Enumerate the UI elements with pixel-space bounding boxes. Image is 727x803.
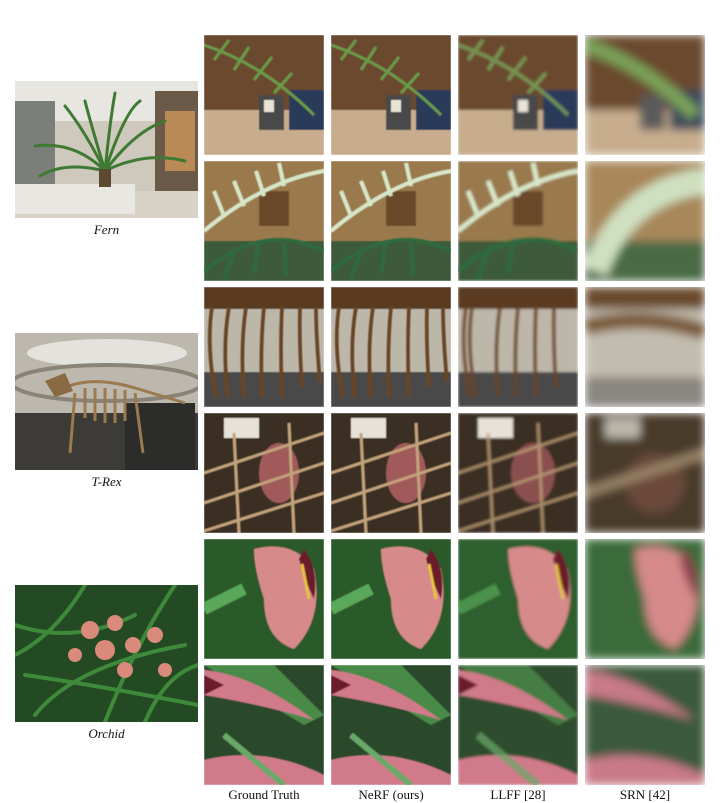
fern-crop1-nerf xyxy=(331,35,451,155)
trex-crop2-ground-truth xyxy=(204,413,324,533)
column-label-llff: LLFF [28] xyxy=(490,787,546,802)
trex-crop2-srn xyxy=(585,413,705,533)
trex-crop1-nerf xyxy=(331,287,451,407)
scene-caption-trex: T-Rex xyxy=(91,474,122,489)
orchid-crop1-llff xyxy=(458,539,578,659)
orchid-scene-image xyxy=(15,585,198,722)
scene-caption-fern: Fern xyxy=(93,222,120,237)
orchid-crop1-nerf xyxy=(331,539,451,659)
fern-crop1-srn xyxy=(585,35,705,155)
fern-crop1-llff xyxy=(458,35,578,155)
orchid-crop2-srn xyxy=(585,665,705,785)
trex-crop1-ground-truth xyxy=(204,287,324,407)
trex-crop1-srn xyxy=(585,287,705,407)
fern-crop2-nerf xyxy=(331,161,451,281)
fern-crop2-ground-truth xyxy=(204,161,324,281)
trex-crop2-llff xyxy=(458,413,578,533)
fern-crop2-srn xyxy=(585,161,705,281)
fern-scene-image xyxy=(15,81,198,218)
column-label-nerf: NeRF (ours) xyxy=(358,787,424,802)
fern-crop2-llff xyxy=(458,161,578,281)
orchid-crop2-nerf xyxy=(331,665,451,785)
orchid-crop2-llff xyxy=(458,665,578,785)
scene-caption-orchid: Orchid xyxy=(88,726,125,741)
orchid-crop1-ground-truth xyxy=(204,539,324,659)
column-label-ground-truth: Ground Truth xyxy=(228,787,300,802)
column-label-srn: SRN [42] xyxy=(619,787,671,802)
fern-crop1-ground-truth xyxy=(204,35,324,155)
trex-crop2-nerf xyxy=(331,413,451,533)
trex-crop1-llff xyxy=(458,287,578,407)
orchid-crop2-ground-truth xyxy=(204,665,324,785)
trex-scene-image xyxy=(15,333,198,470)
orchid-crop1-srn xyxy=(585,539,705,659)
